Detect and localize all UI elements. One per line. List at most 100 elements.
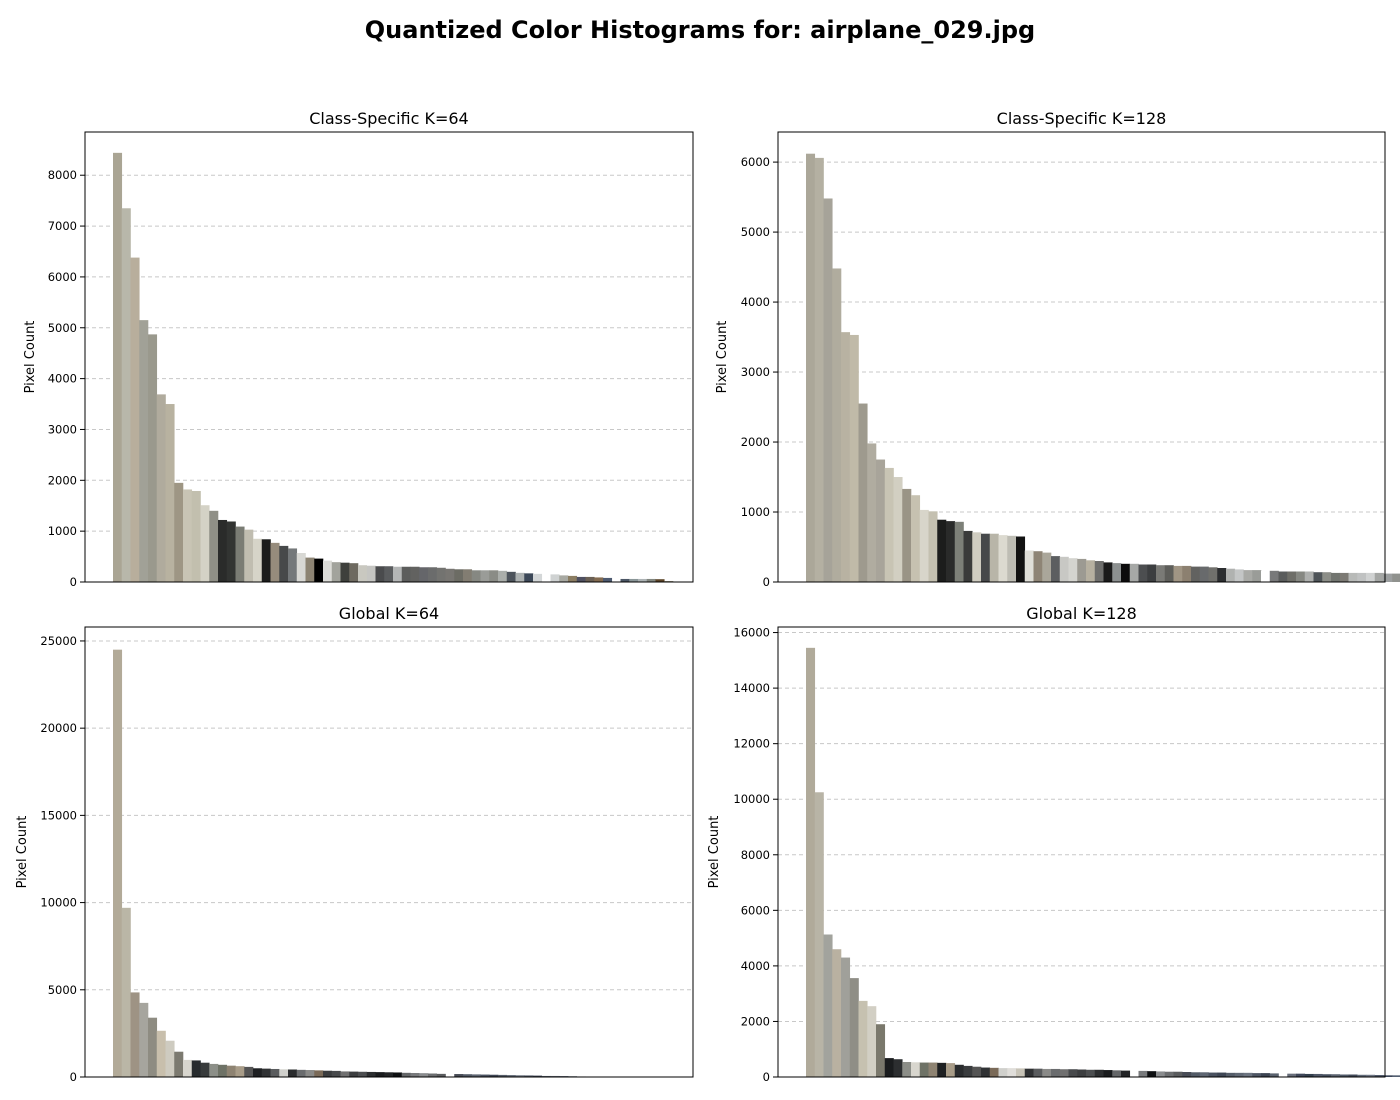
histogram-bar	[471, 570, 481, 582]
histogram-bar	[401, 1072, 411, 1077]
histogram-bar	[1339, 572, 1349, 582]
histogram-bar	[200, 505, 210, 582]
histogram-bar	[1164, 1071, 1174, 1077]
histogram-bar	[1182, 565, 1192, 582]
histogram-bar	[1296, 571, 1306, 582]
y-tick-label: 6000	[741, 903, 770, 917]
histogram-bar	[1234, 1072, 1244, 1077]
histogram-bar	[876, 459, 886, 582]
histogram-bar	[1339, 1074, 1349, 1077]
y-tick-label: 8000	[741, 848, 770, 862]
histogram-bar	[1261, 570, 1271, 582]
histogram-bar	[858, 403, 868, 582]
histogram-bar	[1042, 1068, 1052, 1077]
histogram-bar	[998, 1068, 1008, 1077]
y-tick-label: 6000	[48, 270, 77, 284]
histogram-bar	[261, 539, 271, 582]
histogram-bar	[911, 1062, 921, 1077]
histogram-bar	[1138, 1070, 1148, 1077]
histogram-bar	[506, 1075, 516, 1077]
histogram-bar	[1313, 1073, 1323, 1077]
histogram-bar	[454, 569, 464, 582]
subplot-title: Class-Specific K=64	[309, 109, 468, 128]
histogram-bar	[1077, 1069, 1087, 1077]
histogram-bar	[533, 1075, 543, 1077]
histogram-bar	[454, 1074, 464, 1077]
subplot-title: Class-Specific K=128	[997, 109, 1167, 128]
histogram-bar	[1112, 563, 1122, 582]
histogram-bar	[1392, 573, 1400, 582]
histogram-bar	[270, 1068, 280, 1077]
histogram-bar	[183, 1059, 193, 1077]
histogram-bar	[183, 489, 193, 582]
histogram-bar	[428, 567, 438, 582]
y-tick-label: 5000	[48, 321, 77, 335]
histogram-bar	[436, 567, 446, 582]
histogram-bar	[1357, 1074, 1367, 1077]
histogram-bar	[1304, 1073, 1314, 1077]
histogram-bar	[655, 579, 665, 582]
histogram-bar	[911, 495, 921, 582]
histogram-bar	[1208, 1072, 1218, 1077]
histogram-bar	[1383, 1075, 1393, 1077]
histogram-bar	[1103, 562, 1113, 582]
histogram-bar	[638, 578, 648, 582]
histogram-bar	[445, 568, 455, 582]
y-tick-label: 3000	[741, 365, 770, 379]
histogram-bar	[1269, 1073, 1279, 1077]
histogram-bar	[156, 1030, 166, 1077]
histogram-bar	[288, 548, 298, 582]
y-axis-label: Pixel Count	[707, 816, 722, 889]
histogram-bar	[1331, 1074, 1341, 1077]
histogram-bar	[270, 542, 280, 582]
histogram-bar	[375, 1072, 385, 1077]
y-tick-label: 2000	[741, 435, 770, 449]
histogram-bar	[393, 566, 403, 582]
histogram-bar	[121, 907, 131, 1077]
figure-title: Quantized Color Histograms for: airplane…	[364, 16, 1036, 44]
histogram-bar	[814, 792, 824, 1077]
histogram-bar	[1278, 571, 1288, 582]
histogram-bar	[148, 1017, 158, 1077]
histogram-bar	[244, 529, 254, 582]
histogram-bar	[156, 394, 166, 582]
histogram-bar	[209, 510, 219, 582]
histogram-bar	[1243, 1072, 1253, 1077]
histogram-bar	[849, 334, 859, 582]
axes-frame	[84, 626, 694, 1078]
histogram-bar	[823, 934, 833, 1077]
panel-class-specific-k128: 0 1000 2000 3000 4000 5000 6000 Class-Specific …	[715, 109, 1400, 589]
histogram-bar	[1226, 1072, 1236, 1077]
histogram-bar	[314, 558, 324, 582]
histogram-bar	[506, 571, 516, 582]
histogram-bar	[200, 1062, 210, 1077]
histogram-bar	[130, 992, 140, 1077]
histogram-bar	[1147, 1071, 1157, 1077]
histogram-bar	[1191, 566, 1201, 582]
histogram-bar	[972, 1066, 982, 1077]
histogram-bar	[1217, 1072, 1227, 1077]
histogram-bar	[841, 957, 851, 1077]
histogram-bar	[1252, 570, 1262, 582]
y-axis-label: Pixel Count	[23, 321, 38, 394]
histogram-bar	[1103, 1070, 1113, 1077]
histogram-bar	[139, 1002, 149, 1077]
y-tick-label: 1000	[741, 505, 770, 519]
histogram-bar	[139, 320, 149, 582]
y-tick-label: 5000	[48, 983, 77, 997]
histogram-bar	[1366, 572, 1376, 582]
histogram-bar	[384, 1072, 394, 1077]
y-tick-label: 10000	[40, 896, 77, 910]
histogram-bar	[620, 578, 630, 582]
y-tick-label: 8000	[48, 168, 77, 182]
histogram-bar	[463, 1074, 473, 1077]
histogram-bar	[253, 1068, 263, 1077]
histogram-bar	[576, 576, 586, 582]
histogram-bar	[1331, 572, 1341, 582]
histogram-bar	[489, 1074, 499, 1077]
histogram-bar	[981, 533, 991, 582]
y-tick-label: 14000	[733, 681, 770, 695]
histogram-bar	[218, 1064, 228, 1077]
histogram-bar	[893, 477, 903, 582]
